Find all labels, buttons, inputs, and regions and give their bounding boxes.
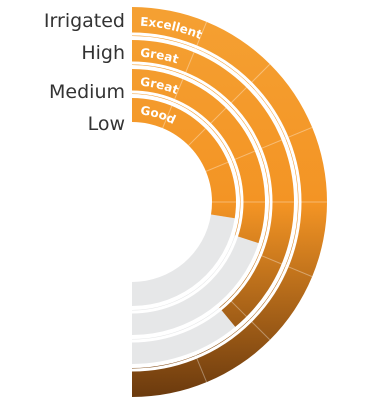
segment-divider	[228, 87, 247, 106]
category-label-low: Low	[87, 113, 125, 135]
bars-layer	[131, 7, 327, 397]
segment-divider	[188, 128, 206, 146]
segment-divider	[183, 52, 195, 76]
ring-separator	[131, 32, 302, 372]
segment-divider	[195, 355, 208, 383]
segment-divider	[285, 265, 313, 278]
segment-divider	[195, 21, 208, 49]
ring-separator	[131, 90, 244, 314]
category-label-medium: Medium	[49, 81, 125, 103]
category-label-high: High	[81, 42, 125, 64]
segment-divider	[249, 319, 271, 341]
track-low	[132, 214, 235, 306]
bar-high	[132, 40, 295, 327]
track-high	[132, 307, 236, 364]
segment-divider	[231, 150, 256, 162]
segment-divider	[172, 78, 184, 103]
segment-divider	[249, 63, 271, 85]
category-label-irrigated: Irrigated	[43, 10, 125, 32]
segment-divider	[205, 161, 229, 172]
ring-separator	[131, 61, 273, 343]
bar-irrigated	[132, 7, 327, 397]
segment-divider	[258, 139, 282, 151]
segment-divider	[285, 126, 313, 139]
segment-divider	[258, 253, 282, 265]
segment-divider	[208, 107, 227, 126]
bar-low	[132, 98, 237, 219]
segment-divider	[162, 105, 173, 129]
segment-divider	[228, 298, 247, 317]
bar-medium	[132, 69, 266, 244]
